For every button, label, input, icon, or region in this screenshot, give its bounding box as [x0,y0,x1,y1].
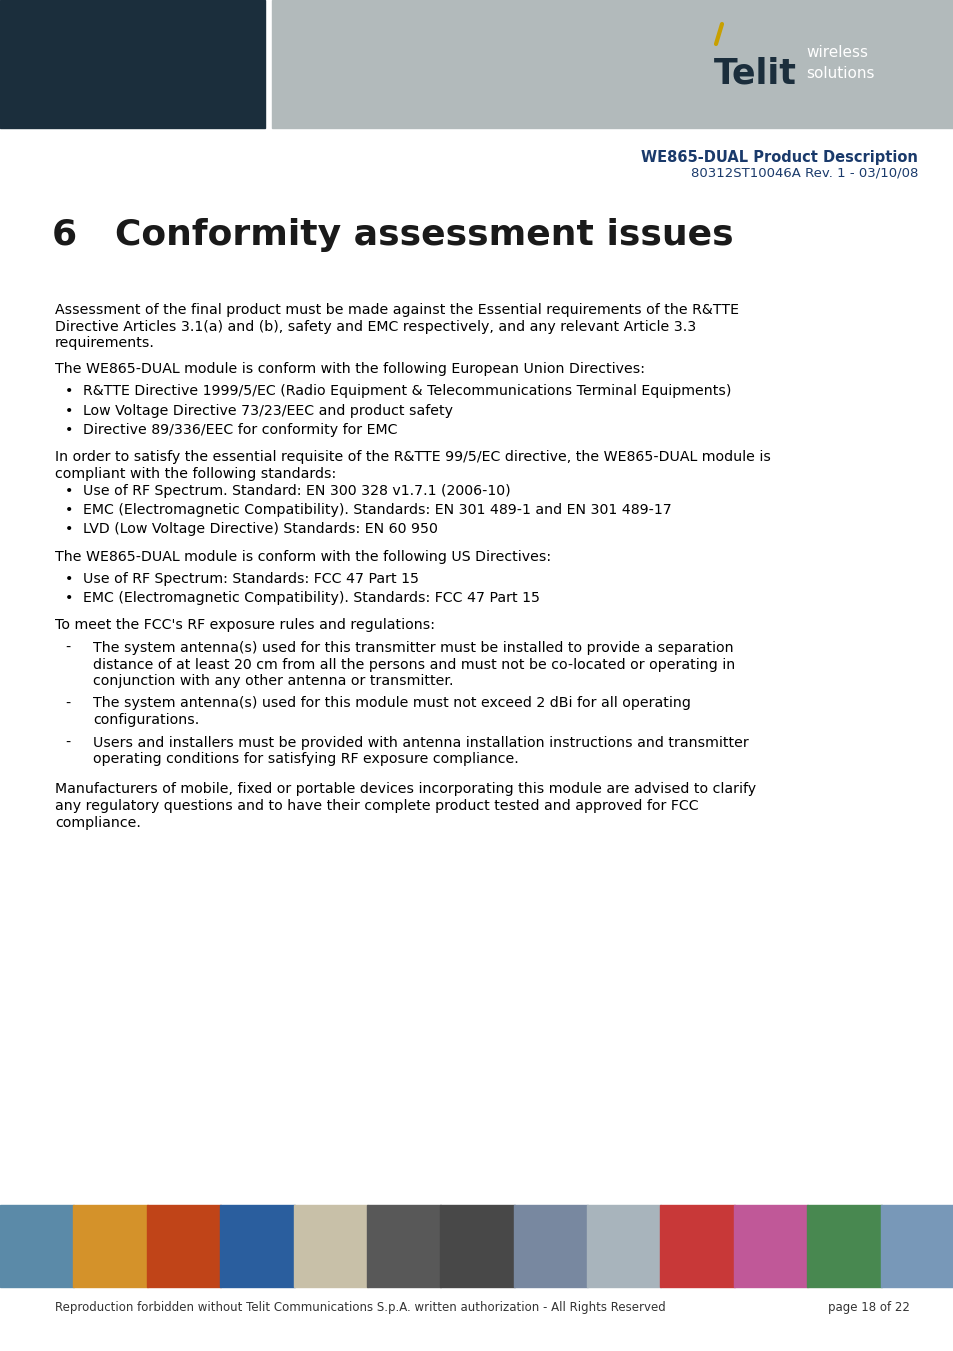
Text: In order to satisfy the essential requisite of the R&TTE 99/5/EC directive, the : In order to satisfy the essential requis… [55,450,770,465]
Text: operating conditions for satisfying RF exposure compliance.: operating conditions for satisfying RF e… [92,753,518,766]
Text: distance of at least 20 cm from all the persons and must not be co-located or op: distance of at least 20 cm from all the … [92,658,735,671]
Text: Manufacturers of mobile, fixed or portable devices incorporating this module are: Manufacturers of mobile, fixed or portab… [55,782,756,797]
Text: configurations.: configurations. [92,713,199,727]
Bar [73,1205,148,1288]
Bar [513,1205,587,1288]
Bar [0,0,265,128]
Bar [272,0,953,128]
Text: •: • [65,590,73,605]
Text: Use of RF Spectrum. Standard: EN 300 328 v1.7.1 (2006-10): Use of RF Spectrum. Standard: EN 300 328… [83,484,510,497]
Text: R&TTE Directive 1999/5/EC (Radio Equipment & Telecommunications Terminal Equipme: R&TTE Directive 1999/5/EC (Radio Equipme… [83,384,731,399]
Text: EMC (Electromagnetic Compatibility). Standards: FCC 47 Part 15: EMC (Electromagnetic Compatibility). Sta… [83,590,539,605]
Text: •: • [65,571,73,585]
Text: •: • [65,523,73,536]
Bar [294,1205,368,1288]
Text: The WE865-DUAL module is conform with the following European Union Directives:: The WE865-DUAL module is conform with th… [55,362,644,377]
Bar [806,1205,881,1288]
Text: WE865-DUAL Product Description: WE865-DUAL Product Description [640,150,917,165]
Text: Telit: Telit [713,57,796,91]
Text: any regulatory questions and to have their complete product tested and approved : any regulatory questions and to have the… [55,798,698,813]
Text: The system antenna(s) used for this module must not exceed 2 dBi for all operati: The system antenna(s) used for this modu… [92,697,690,711]
Text: Use of RF Spectrum: Standards: FCC 47 Part 15: Use of RF Spectrum: Standards: FCC 47 Pa… [83,571,418,585]
Text: •: • [65,384,73,399]
Text: -: - [65,697,71,711]
Text: compliant with the following standards:: compliant with the following standards: [55,467,335,481]
Text: -: - [65,640,71,655]
Text: •: • [65,423,73,436]
Text: compliance.: compliance. [55,816,141,830]
Text: Low Voltage Directive 73/23/EEC and product safety: Low Voltage Directive 73/23/EEC and prod… [83,404,453,417]
Text: Directive 89/336/EEC for conformity for EMC: Directive 89/336/EEC for conformity for … [83,423,397,436]
Text: Assessment of the final product must be made against the Essential requirements : Assessment of the final product must be … [55,303,739,317]
Bar [367,1205,441,1288]
Bar [880,1205,953,1288]
Text: 6   Conformity assessment issues: 6 Conformity assessment issues [52,218,733,253]
Text: •: • [65,404,73,417]
Text: LVD (Low Voltage Directive) Standards: EN 60 950: LVD (Low Voltage Directive) Standards: E… [83,523,437,536]
Text: 80312ST10046A Rev. 1 - 03/10/08: 80312ST10046A Rev. 1 - 03/10/08 [690,166,917,178]
Text: -: - [65,735,71,750]
Bar [659,1205,734,1288]
Text: Users and installers must be provided with antenna installation instructions and: Users and installers must be provided wi… [92,735,748,750]
Text: page 18 of 22: page 18 of 22 [827,1301,909,1315]
Text: requirements.: requirements. [55,336,154,350]
Text: •: • [65,503,73,517]
Text: Directive Articles 3.1(a) and (b), safety and EMC respectively, and any relevant: Directive Articles 3.1(a) and (b), safet… [55,319,696,334]
Bar [586,1205,660,1288]
Text: •: • [65,484,73,497]
Text: conjunction with any other antenna or transmitter.: conjunction with any other antenna or tr… [92,674,453,688]
Bar [147,1205,221,1288]
Text: Reproduction forbidden without Telit Communications S.p.A. written authorization: Reproduction forbidden without Telit Com… [55,1301,665,1315]
Text: wireless
solutions: wireless solutions [805,45,874,81]
Text: EMC (Electromagnetic Compatibility). Standards: EN 301 489-1 and EN 301 489-17: EMC (Electromagnetic Compatibility). Sta… [83,503,671,517]
Bar [733,1205,807,1288]
Text: The system antenna(s) used for this transmitter must be installed to provide a s: The system antenna(s) used for this tran… [92,640,733,655]
Bar [220,1205,294,1288]
Text: The WE865-DUAL module is conform with the following US Directives:: The WE865-DUAL module is conform with th… [55,550,551,563]
Bar [440,1205,515,1288]
Bar [0,1205,74,1288]
Text: To meet the FCC's RF exposure rules and regulations:: To meet the FCC's RF exposure rules and … [55,619,435,632]
